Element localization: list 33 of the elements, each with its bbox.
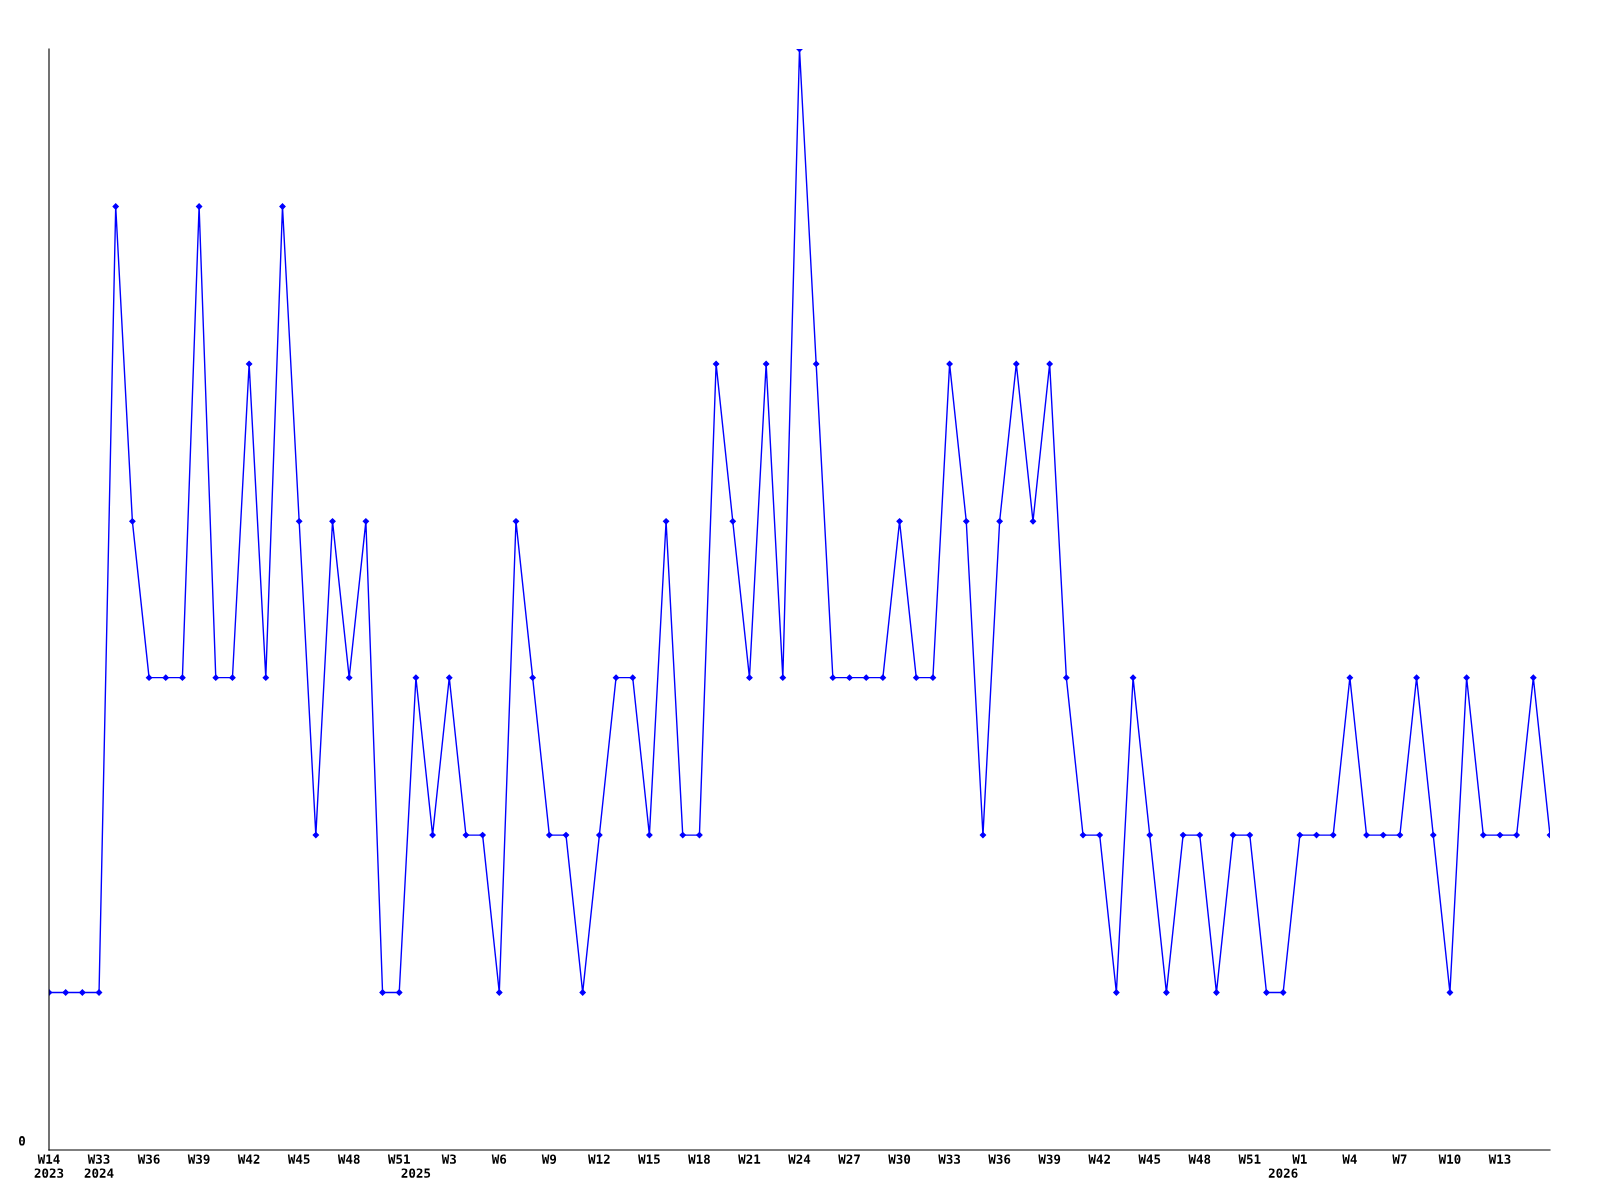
x-tick-label: W7 <box>1392 1154 1407 1164</box>
x-tick-label: W45 <box>287 1154 310 1164</box>
x-tick-label: W51 <box>1238 1154 1261 1164</box>
x-tick-label: W36 <box>988 1154 1011 1164</box>
x-tick-label: W24 <box>788 1154 811 1164</box>
x-tick-label: W33 2024 <box>84 1154 114 1178</box>
x-tick-label: W42 <box>237 1154 260 1164</box>
x-tick-label: W3 <box>441 1154 456 1164</box>
x-tick-label: W48 <box>1188 1154 1211 1164</box>
x-tick-label: W10 <box>1438 1154 1461 1164</box>
text: 0 <box>18 1136 26 1146</box>
x-tick-label: W39 <box>1038 1154 1061 1164</box>
x-tick-label: W42 <box>1088 1154 1110 1164</box>
x-tick-label: W6 <box>491 1154 507 1164</box>
x-tick-label: W51 <box>387 1154 410 1164</box>
x-tick-label: W1 <box>1292 1154 1307 1164</box>
x-tick-label: W15 <box>638 1154 660 1164</box>
x-tick-label: W9 <box>541 1154 557 1164</box>
x-tick-label: 2025 <box>401 1168 431 1178</box>
x-tick-label: W18 <box>688 1154 710 1164</box>
x-tick-label: W12 <box>588 1154 610 1164</box>
x-tick-label: W48 <box>337 1154 360 1164</box>
x-tick-label: W45 <box>1138 1154 1161 1164</box>
x-tick-label: W13 <box>1488 1154 1511 1164</box>
x-tick-label: W39 <box>187 1154 210 1164</box>
x-tick-label: W30 <box>888 1154 911 1164</box>
x-tick-label: W36 <box>137 1154 160 1164</box>
x-tick-label: W27 <box>838 1154 860 1164</box>
x-tick-label: 2026 <box>1268 1168 1298 1178</box>
x-tick-label: W33 <box>938 1154 961 1164</box>
x-tick-label: W14 2023 <box>34 1154 64 1178</box>
x-tick-label: W21 <box>738 1154 761 1164</box>
x-tick-label: W4 <box>1342 1154 1357 1164</box>
